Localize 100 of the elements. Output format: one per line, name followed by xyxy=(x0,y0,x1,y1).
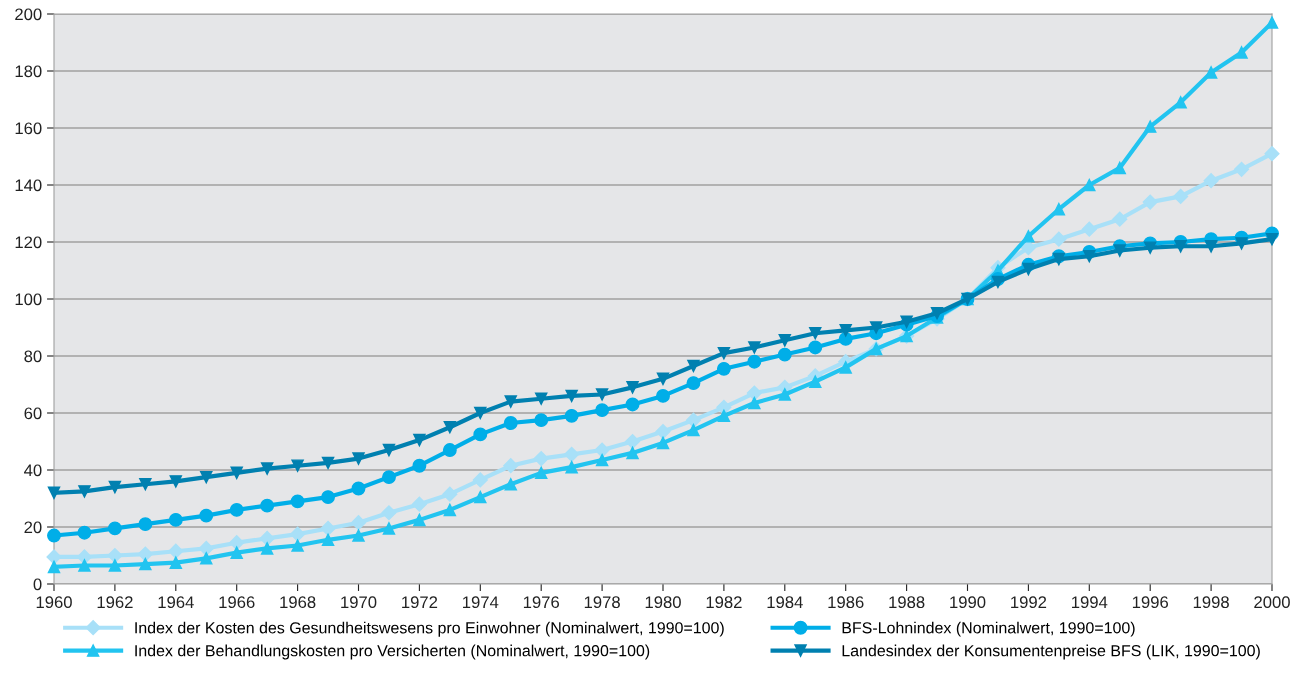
x-tick-label: 1964 xyxy=(158,596,194,609)
point xyxy=(259,530,275,546)
point xyxy=(260,462,274,475)
y-tick-label: 40 xyxy=(24,464,42,477)
point xyxy=(503,416,518,430)
point xyxy=(382,443,396,457)
point xyxy=(230,466,243,480)
point xyxy=(1081,221,1097,237)
y-tick-label: 100 xyxy=(15,293,42,306)
point xyxy=(747,354,762,369)
x-tick-label: 2000 xyxy=(1254,596,1290,609)
x-tick-label: 1962 xyxy=(97,596,133,609)
point xyxy=(47,560,61,574)
point xyxy=(656,372,670,386)
point xyxy=(78,559,91,572)
x-tick-label: 1988 xyxy=(889,596,925,609)
point xyxy=(1083,249,1096,263)
point xyxy=(442,486,458,502)
point xyxy=(474,406,487,420)
point xyxy=(413,513,426,527)
point xyxy=(777,347,792,362)
point xyxy=(290,526,306,542)
point xyxy=(108,559,122,572)
point xyxy=(412,458,427,473)
point xyxy=(474,490,487,504)
point xyxy=(808,326,822,340)
point xyxy=(533,451,549,467)
y-tick-label: 140 xyxy=(15,179,42,192)
x-tick-label: 1966 xyxy=(219,596,255,609)
point xyxy=(687,359,700,373)
point xyxy=(138,517,153,532)
point xyxy=(655,423,671,440)
point xyxy=(1112,211,1128,227)
x-tick-label: 1980 xyxy=(645,596,681,609)
point xyxy=(168,543,184,559)
x-tick-label: 1960 xyxy=(36,596,72,609)
x-tick-label: 1974 xyxy=(463,596,499,609)
point xyxy=(808,340,823,355)
point xyxy=(107,521,122,536)
y-tick-label: 160 xyxy=(15,122,42,135)
point xyxy=(748,341,761,354)
point xyxy=(290,494,305,509)
point xyxy=(930,306,944,320)
point xyxy=(291,539,304,552)
point xyxy=(473,427,488,442)
point xyxy=(685,412,702,428)
point xyxy=(139,557,152,571)
point xyxy=(443,420,457,434)
legend-label: BFS-Lohnindex (Nominalwert, 1990=100) xyxy=(842,621,1135,637)
point xyxy=(260,542,274,555)
point xyxy=(717,409,731,423)
legend-label: Index der Behandlungskosten pro Versicherten (Nominalwert, 1990=100) xyxy=(135,644,650,660)
x-tick-label: 1978 xyxy=(584,596,620,609)
y-tick-label: 20 xyxy=(24,521,42,534)
point xyxy=(169,475,183,488)
point xyxy=(686,376,701,391)
point xyxy=(1204,66,1218,79)
point xyxy=(413,433,426,447)
point xyxy=(1203,173,1219,189)
point xyxy=(382,470,396,485)
x-tick-label: 1992 xyxy=(1011,596,1047,609)
x-tick-label: 1984 xyxy=(767,596,803,609)
y-tick-label: 80 xyxy=(24,350,42,363)
point xyxy=(108,480,122,494)
point xyxy=(1113,161,1127,175)
point xyxy=(199,508,214,523)
point xyxy=(199,470,213,484)
point xyxy=(352,529,365,542)
point xyxy=(1265,232,1279,246)
point xyxy=(1204,240,1218,253)
point xyxy=(47,528,61,543)
point xyxy=(717,346,731,360)
point xyxy=(595,388,609,401)
point xyxy=(504,395,518,408)
point xyxy=(291,459,304,472)
point xyxy=(411,496,427,512)
point xyxy=(1174,240,1187,253)
point xyxy=(443,503,457,517)
point xyxy=(1020,240,1036,256)
point xyxy=(107,547,123,564)
point xyxy=(1264,146,1280,162)
point xyxy=(1143,120,1157,133)
point xyxy=(1265,16,1279,29)
point xyxy=(1235,237,1248,250)
point xyxy=(503,458,519,474)
x-tick-label: 1970 xyxy=(341,596,377,609)
point xyxy=(260,498,275,513)
point xyxy=(595,403,610,418)
point xyxy=(1113,244,1127,257)
point xyxy=(716,361,731,376)
point xyxy=(534,466,548,480)
point xyxy=(534,392,548,406)
x-tick-label: 1998 xyxy=(1193,596,1229,609)
point xyxy=(78,485,91,498)
point xyxy=(381,505,397,521)
y-tick-label: 60 xyxy=(24,407,42,420)
point xyxy=(656,388,670,403)
point xyxy=(321,533,335,547)
x-tick-label: 1976 xyxy=(523,596,560,609)
point xyxy=(626,446,639,460)
